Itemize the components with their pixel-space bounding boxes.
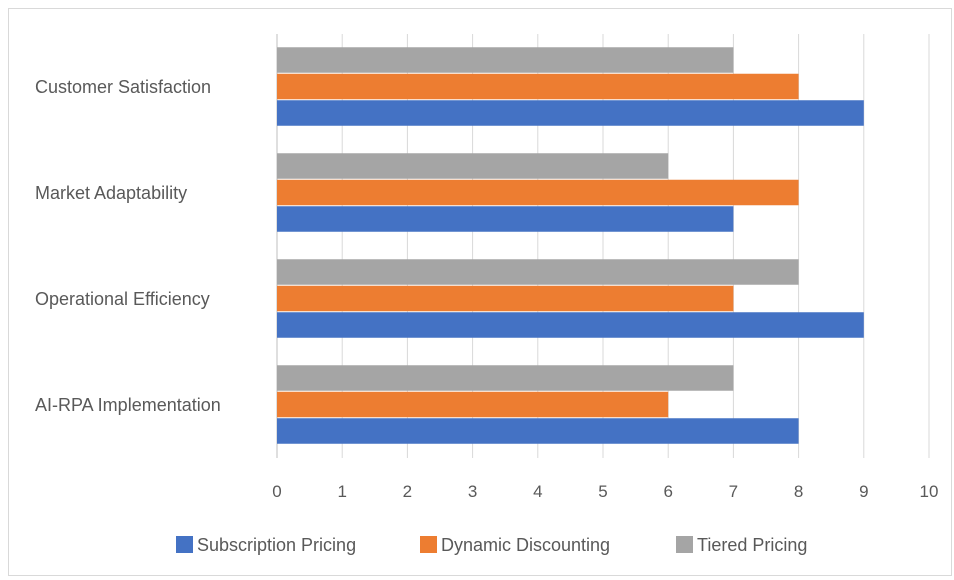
x-axis-tick-labels: 0 1 2 3 4 5 6 7 8 9 10 <box>272 482 938 501</box>
legend-swatch <box>676 536 693 553</box>
bar <box>277 100 864 126</box>
bar <box>277 285 734 312</box>
bar <box>277 259 799 285</box>
bar <box>277 418 799 444</box>
bar <box>277 206 734 232</box>
legend-label: Subscription Pricing <box>197 535 356 555</box>
category-labels: AI-RPA Implementation Operational Efficie… <box>35 77 221 415</box>
x-tick-label: 0 <box>272 482 281 501</box>
legend-swatch <box>176 536 193 553</box>
x-tick-label: 8 <box>794 482 803 501</box>
bars <box>277 47 864 444</box>
category-label: Operational Efficiency <box>35 289 210 309</box>
bar <box>277 391 669 418</box>
x-tick-label: 6 <box>663 482 672 501</box>
x-tick-label: 10 <box>920 482 939 501</box>
bar <box>277 73 799 100</box>
bar <box>277 179 799 206</box>
category-label: Customer Satisfaction <box>35 77 211 97</box>
x-tick-label: 4 <box>533 482 542 501</box>
bar <box>277 365 734 391</box>
x-tick-label: 2 <box>403 482 412 501</box>
bar <box>277 47 734 73</box>
x-tick-label: 3 <box>468 482 477 501</box>
x-tick-label: 1 <box>337 482 346 501</box>
x-tick-label: 5 <box>598 482 607 501</box>
bar <box>277 312 864 338</box>
x-tick-label: 9 <box>859 482 868 501</box>
legend-swatch <box>420 536 437 553</box>
category-label: AI-RPA Implementation <box>35 395 221 415</box>
bar <box>277 153 669 179</box>
x-tick-label: 7 <box>729 482 738 501</box>
category-label: Market Adaptability <box>35 183 187 203</box>
legend-label: Tiered Pricing <box>697 535 807 555</box>
legend-label: Dynamic Discounting <box>441 535 610 555</box>
legend: Subscription Pricing Dynamic Discounting T… <box>176 535 807 555</box>
